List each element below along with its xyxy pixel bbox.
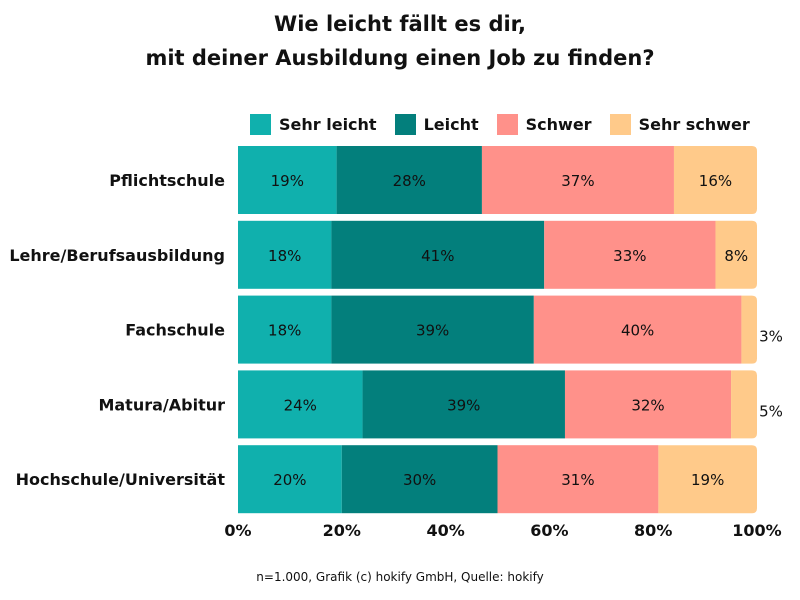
legend-item-leicht: Leicht	[394, 114, 479, 135]
chart-title-line-1: Wie leicht fällt es dir,	[274, 12, 526, 36]
data-label: 31%	[561, 471, 594, 489]
bar-segment	[533, 295, 742, 364]
category-label: Matura/Abitur	[98, 395, 225, 414]
legend-label: Sehr schwer	[638, 115, 750, 134]
data-label: 32%	[631, 396, 664, 414]
bar-segment	[715, 220, 757, 289]
bar-segment	[341, 445, 498, 514]
legend-swatch	[496, 114, 518, 135]
bar-segment	[731, 370, 757, 439]
data-label: 30%	[403, 471, 436, 489]
data-label: 24%	[284, 396, 317, 414]
bar-segment	[362, 370, 565, 439]
bar-segment	[238, 445, 342, 514]
bar-segment	[331, 295, 534, 364]
data-label: 5%	[759, 402, 783, 420]
data-label: 18%	[268, 247, 301, 265]
x-tick-label: 80%	[634, 521, 672, 540]
data-label: 39%	[416, 322, 449, 340]
data-label: 19%	[271, 172, 304, 190]
x-tick-label: 20%	[323, 521, 361, 540]
bar-segment	[658, 445, 757, 514]
legend: Sehr leicht Leicht Schwer Sehr schwer	[250, 114, 768, 135]
bar-segment	[481, 146, 674, 214]
legend-swatch	[394, 114, 416, 135]
source-note: n=1.000, Grafik (c) hokify GmbH, Quelle:…	[256, 570, 544, 584]
bar-segment	[673, 146, 757, 214]
data-label: 28%	[393, 172, 426, 190]
bar-segment	[564, 370, 732, 439]
bar-segment	[238, 220, 332, 289]
data-label: 19%	[691, 471, 724, 489]
bar-segment	[238, 146, 337, 214]
bar-segment	[238, 295, 332, 364]
bar-segment	[544, 220, 716, 289]
category-label: Pflichtschule	[109, 171, 225, 190]
x-tick-label: 40%	[426, 521, 464, 540]
legend-swatch	[609, 114, 631, 135]
legend-label: Leicht	[423, 115, 479, 134]
bar-segment	[497, 445, 659, 514]
legend-item-sehr-schwer: Sehr schwer	[609, 114, 750, 135]
x-tick-label: 60%	[530, 521, 568, 540]
data-label: 18%	[268, 322, 301, 340]
x-tick-label: 100%	[732, 521, 781, 540]
legend-item-schwer: Schwer	[496, 114, 592, 135]
data-label: 40%	[621, 322, 654, 340]
x-tick-label: 0%	[224, 521, 251, 540]
bar-segment	[741, 295, 757, 364]
bar-segment	[238, 370, 363, 439]
data-label: 8%	[724, 247, 748, 265]
bar-segment	[331, 220, 545, 289]
data-label: 16%	[699, 172, 732, 190]
legend-label: Schwer	[525, 115, 592, 134]
category-label: Lehre/Berufsausbildung	[9, 246, 225, 265]
data-label: 3%	[759, 328, 783, 346]
bar-segment	[336, 146, 482, 214]
legend-swatch	[250, 114, 271, 135]
category-label: Fachschule	[125, 321, 225, 340]
data-label: 41%	[421, 247, 454, 265]
data-label: 37%	[561, 172, 594, 190]
legend-item-sehr-leicht: Sehr leicht	[250, 114, 377, 135]
chart-title-line-2: mit deiner Ausbildung einen Job zu finde…	[145, 46, 655, 70]
data-label: 20%	[273, 471, 306, 489]
legend-label: Sehr leicht	[279, 115, 377, 134]
category-label: Hochschule/Universität	[16, 470, 226, 489]
data-label: 33%	[613, 247, 646, 265]
data-label: 39%	[447, 396, 480, 414]
